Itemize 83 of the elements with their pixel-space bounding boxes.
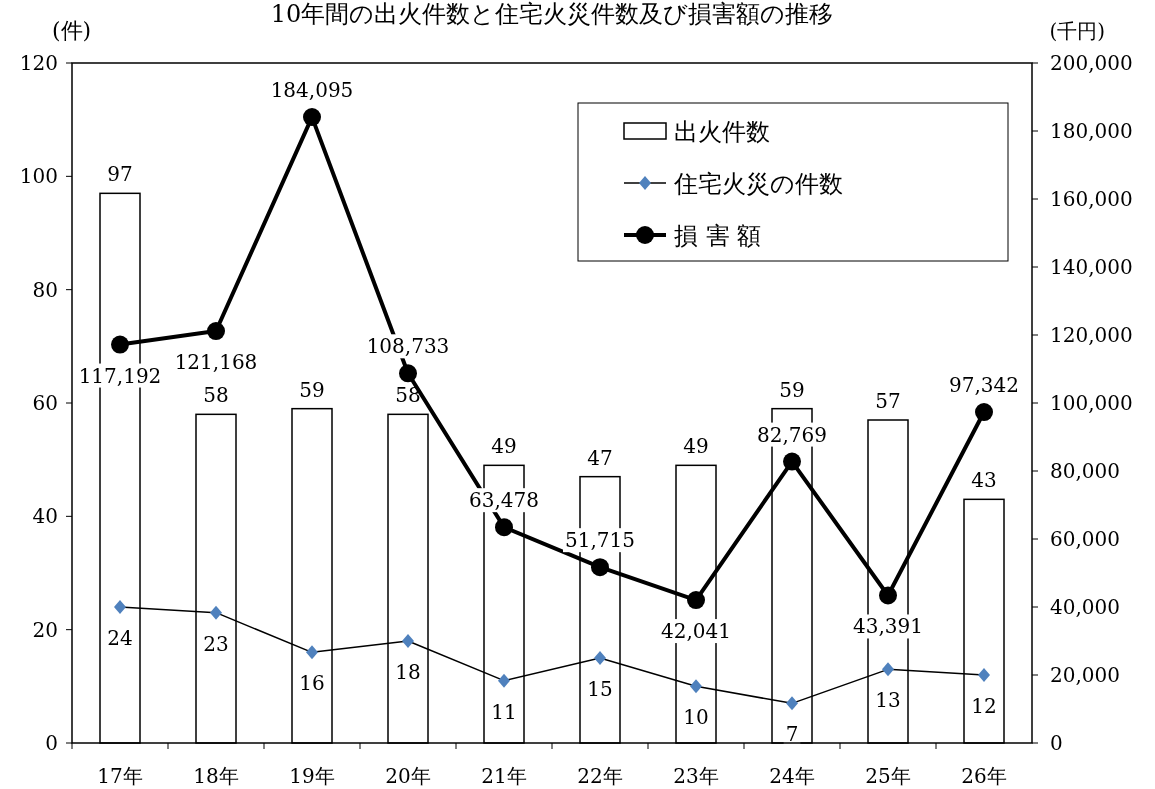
x-tick-label: 23年 [673, 764, 719, 788]
data-label: 121,168 [174, 350, 258, 375]
point [210, 605, 222, 620]
point [399, 364, 417, 383]
point [978, 668, 990, 682]
point [594, 651, 606, 665]
point [303, 108, 321, 127]
y2-tick-label: 40,000 [1050, 595, 1120, 619]
point [591, 558, 609, 577]
x-tick-label: 19年 [289, 764, 335, 788]
data-label: 49 [491, 434, 517, 459]
data-label: 82,769 [757, 422, 827, 447]
y2-tick-label: 160,000 [1050, 187, 1133, 211]
y-tick-label: 0 [45, 731, 58, 755]
point [783, 452, 801, 471]
x-tick-label: 24年 [769, 764, 815, 788]
x-tick-label: 18年 [193, 764, 239, 788]
y-tick-label: 80 [32, 277, 58, 302]
y2-tick-label: 120,000 [1050, 323, 1133, 347]
x-tick-label: 20年 [385, 764, 431, 788]
y2-tick-label: 140,000 [1050, 255, 1133, 279]
data-label: 43 [971, 468, 997, 493]
data-label: 18 [395, 660, 421, 684]
data-label: 12 [971, 694, 997, 718]
point [687, 591, 705, 610]
point [114, 600, 126, 614]
y-tick-label: 20 [32, 617, 58, 642]
y-tick-label: 60 [32, 391, 58, 415]
data-label: 47 [587, 445, 613, 470]
y2-axis-title: (千円) [1049, 19, 1105, 43]
x-tick-label: 21年 [481, 764, 527, 788]
data-label: 16 [299, 671, 325, 696]
data-label: 117,192 [78, 363, 162, 388]
point [306, 645, 318, 660]
point [882, 662, 894, 677]
data-label: 7 [785, 722, 799, 747]
x-tick-label: 22年 [577, 764, 623, 788]
point [402, 634, 414, 648]
x-tick-label: 17年 [97, 764, 143, 788]
data-label: 97 [107, 162, 133, 187]
x-tick-label: 25年 [865, 764, 911, 788]
point [207, 322, 225, 341]
point [975, 403, 993, 422]
data-label: 42,041 [661, 619, 731, 644]
data-label: 184,095 [270, 78, 354, 103]
y-tick-label: 40 [32, 504, 58, 529]
data-label: 10 [683, 705, 709, 730]
point [879, 586, 897, 605]
data-label: 43,391 [853, 614, 923, 639]
point [786, 696, 798, 711]
y2-tick-label: 0 [1050, 731, 1063, 755]
data-label: 58 [203, 383, 229, 408]
legend-label: 出火件数 [674, 118, 770, 146]
point [495, 518, 513, 537]
point [498, 673, 510, 688]
y2-tick-label: 100,000 [1050, 391, 1133, 415]
y2-tick-label: 80,000 [1050, 459, 1120, 483]
x-tick-label: 26年 [961, 764, 1007, 788]
y2-tick-label: 20,000 [1050, 663, 1120, 687]
data-label: 24 [107, 626, 133, 650]
point [690, 679, 702, 694]
data-label: 59 [299, 377, 325, 402]
y-axis-title: (件) [52, 18, 92, 43]
y2-tick-label: 180,000 [1050, 119, 1133, 143]
data-label: 49 [683, 434, 709, 459]
y2-tick-label: 200,000 [1050, 51, 1133, 75]
chart-title: 10年間の出火件数と住宅火災件数及び損害額の推移 [270, 0, 834, 28]
data-label: 97,342 [949, 373, 1019, 398]
y2-tick-label: 60,000 [1050, 527, 1120, 551]
data-label: 108,733 [366, 334, 450, 359]
data-label: 57 [875, 389, 901, 413]
data-label: 13 [875, 688, 901, 713]
data-label: 51,715 [565, 528, 635, 553]
y-tick-label: 100 [19, 164, 58, 189]
legend-label: 住宅火災の件数 [673, 170, 843, 198]
data-label: 59 [779, 377, 805, 402]
legend-label: 損 害 額 [674, 222, 762, 250]
y-tick-label: 120 [19, 51, 58, 75]
data-label: 11 [491, 699, 517, 724]
data-label: 63,478 [469, 488, 539, 513]
point [111, 335, 129, 354]
data-label: 23 [203, 631, 229, 656]
data-label: 15 [587, 677, 613, 701]
